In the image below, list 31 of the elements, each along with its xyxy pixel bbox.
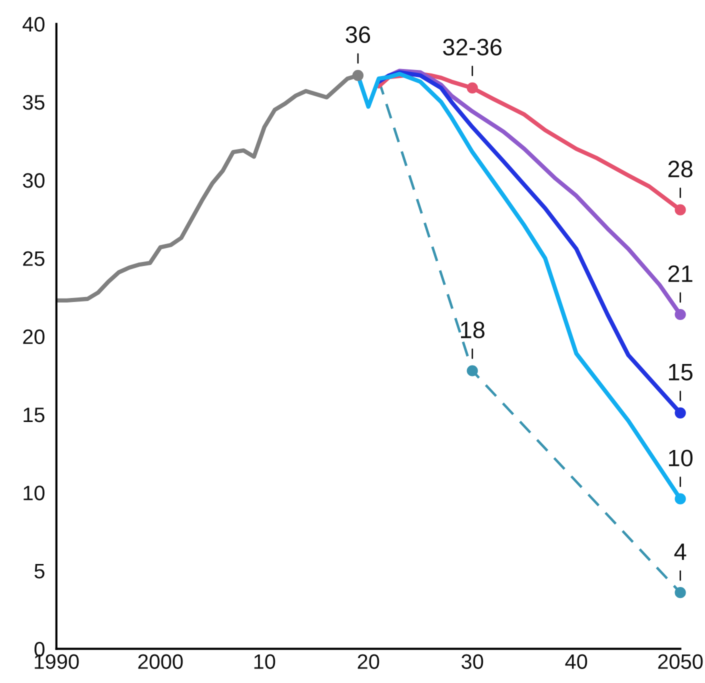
annotation: 4 <box>674 544 686 560</box>
point <box>674 587 686 598</box>
x-tick-label: 2050 <box>658 654 703 670</box>
point <box>674 407 686 418</box>
point <box>674 204 686 216</box>
x-tick-label: 20 <box>358 654 380 670</box>
y-tick-label: 25 <box>23 251 44 266</box>
y-tick-label: 15 <box>24 408 44 422</box>
y-tick-label: 30 <box>22 173 44 188</box>
y-tick-label: 40 <box>22 16 44 32</box>
y-tick-label: 5 <box>34 564 44 578</box>
annotation: 15 <box>668 364 692 380</box>
x-tick-label: 40 <box>565 654 588 670</box>
y-tick-label: 20 <box>23 329 44 344</box>
x-tick-label: 10 <box>254 654 276 670</box>
point <box>352 70 364 82</box>
point <box>674 493 686 504</box>
annotation: 36 <box>346 26 370 44</box>
annotation: 18 <box>461 322 484 338</box>
x-tick-label: 2000 <box>138 654 183 670</box>
point <box>466 365 478 376</box>
point <box>466 82 478 94</box>
x-tick-label: 30 <box>462 654 484 670</box>
annotation: 21 <box>668 265 692 282</box>
y-tick-label: 10 <box>24 486 44 500</box>
x-tick-label: 1990 <box>34 654 79 670</box>
annotation: 32-36 <box>443 38 502 56</box>
annotation: 10 <box>668 450 693 466</box>
point <box>674 308 686 320</box>
y-tick-label: 35 <box>22 95 44 110</box>
annotation: 28 <box>668 160 692 178</box>
